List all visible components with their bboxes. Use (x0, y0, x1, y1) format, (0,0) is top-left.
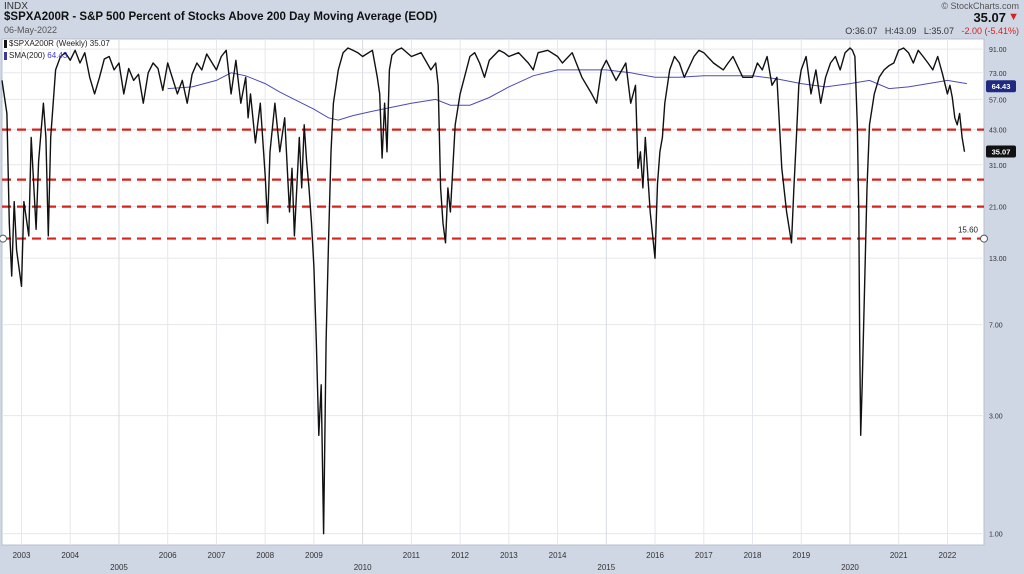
last-price: 35.07 (973, 10, 1006, 25)
hline-handle-left (0, 234, 7, 243)
x-tick-label: 2013 (500, 551, 518, 560)
hline-value-label: 15.60 (958, 226, 979, 235)
x-tick-label-major: 2005 (110, 563, 128, 572)
x-tick-label: 2006 (159, 551, 177, 560)
x-tick-label: 2019 (792, 551, 810, 560)
ohlc-readout: O:36.07 H:43.09 L:35.07 -2.00 (-5.41%) (845, 26, 1019, 36)
x-tick-label: 2008 (256, 551, 274, 560)
plot-area (1, 38, 985, 546)
x-tick-label: 2009 (305, 551, 323, 560)
x-tick-label: 2016 (646, 551, 664, 560)
x-tick-label-major: 2020 (841, 563, 859, 572)
x-tick-label-major: 2015 (597, 563, 615, 572)
x-tick-label: 2003 (13, 551, 31, 560)
price-line (1, 47, 966, 535)
y-tick-label: 13.00 (989, 256, 1007, 263)
y-tick-label: 21.00 (989, 205, 1007, 212)
price-value-badge: 35.07 (992, 148, 1011, 157)
high-value: 43.09 (893, 26, 917, 36)
price-value-badge-bg (986, 145, 1016, 158)
low-label: L: (923, 26, 932, 36)
x-tick-label: 2011 (403, 551, 421, 560)
open-label: O: (845, 26, 855, 36)
down-arrow-icon: ▼ (1008, 11, 1019, 23)
hline-handle-right (980, 234, 988, 243)
x-tick-label: 2014 (549, 551, 567, 560)
x-tick-label: 2022 (939, 551, 957, 560)
y-tick-label: 7.00 (989, 323, 1003, 330)
low-value: 35.07 (931, 26, 954, 36)
x-tick-label: 2018 (744, 551, 762, 560)
open-value: 36.07 (854, 26, 878, 36)
x-tick-label: 2017 (695, 551, 713, 560)
y-tick-label: 3.00 (989, 414, 1003, 421)
x-tick-label: 2012 (451, 551, 469, 560)
legend-main: $SPXA200R (Weekly) 35.07 (4, 39, 110, 48)
price-swatch (4, 39, 7, 48)
y-tick-label: 57.00 (989, 97, 1007, 104)
y-tick-label: 31.00 (989, 163, 1007, 170)
high-label: H: (884, 26, 894, 36)
sma-swatch (4, 51, 7, 60)
chart-title: $SPXA200R - S&P 500 Percent of Stocks Ab… (4, 11, 438, 23)
price-chart[interactable]: 1.00 3.00 7.00 13.00 21.00 31.00 43.00 57.00 73.… (0, 37, 1024, 574)
y-tick-label: 91.00 (989, 47, 1007, 54)
x-tick-label: 2021 (890, 551, 908, 560)
legend-sma: SMA(200) 64.43 (4, 51, 67, 60)
copyright-text: © StockCharts.com (941, 1, 1019, 11)
sma-line (167, 69, 967, 121)
legend-main-text: $SPXA200R (Weekly) 35.07 (9, 39, 110, 48)
chart-date: 06-May-2022 (4, 25, 58, 35)
exchange-label: INDX (4, 1, 28, 12)
sma-value-badge-bg (986, 80, 1016, 93)
x-tick-label-major: 2010 (354, 563, 372, 572)
y-tick-label: 1.00 (989, 532, 1003, 539)
y-tick-label: 73.00 (989, 71, 1007, 78)
change-value: -2.00 (-5.41%) (961, 26, 1019, 36)
legend-sma-label: SMA(200) (9, 51, 46, 60)
legend-sma-value: 64.43 (47, 51, 68, 60)
sma-value-badge: 64.43 (992, 82, 1011, 91)
y-tick-label: 43.00 (989, 128, 1007, 135)
x-tick-label: 2007 (208, 551, 226, 560)
x-tick-label: 2004 (61, 551, 79, 560)
